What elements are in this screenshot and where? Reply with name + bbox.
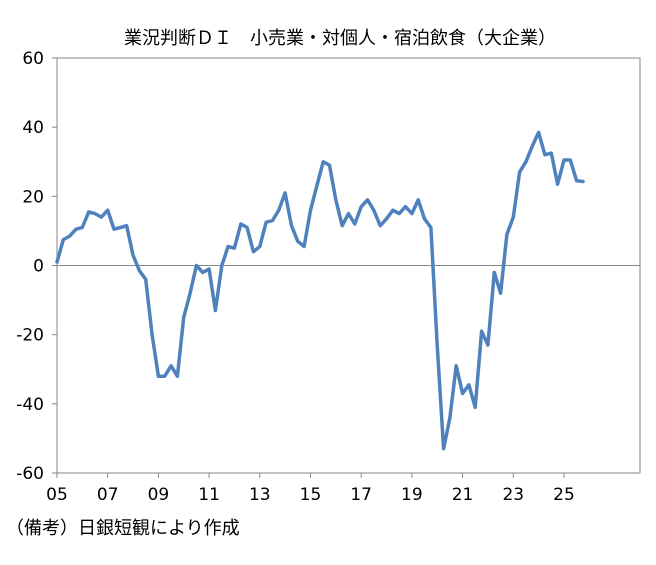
series-line bbox=[55, 130, 585, 451]
y-tick-label: 40 bbox=[22, 118, 44, 138]
x-tick-label: 11 bbox=[198, 485, 220, 505]
y-tick-label: -60 bbox=[16, 464, 44, 484]
source-note: （備考）日銀短観により作成 bbox=[6, 518, 240, 539]
y-tick-label: 20 bbox=[22, 187, 44, 207]
x-tick-label: 15 bbox=[300, 485, 322, 505]
y-tick-label: -40 bbox=[16, 395, 44, 415]
x-tick-label: 05 bbox=[46, 485, 68, 505]
y-tick-label: 0 bbox=[33, 257, 44, 277]
chart-title: 業況判断ＤＩ 小売業・対個人・宿泊飲食（大企業） bbox=[124, 28, 556, 49]
x-tick-label: 21 bbox=[452, 485, 474, 505]
y-tick-label: 60 bbox=[22, 49, 44, 69]
x-tick-label: 19 bbox=[401, 485, 423, 505]
x-tick-label: 23 bbox=[502, 485, 524, 505]
x-tick-label: 07 bbox=[97, 485, 119, 505]
x-tick-label: 13 bbox=[249, 485, 271, 505]
y-tick-label: -20 bbox=[16, 326, 44, 346]
x-tick-label: 17 bbox=[350, 485, 372, 505]
x-tick-label: 09 bbox=[148, 485, 170, 505]
x-tick-label: 25 bbox=[553, 485, 575, 505]
